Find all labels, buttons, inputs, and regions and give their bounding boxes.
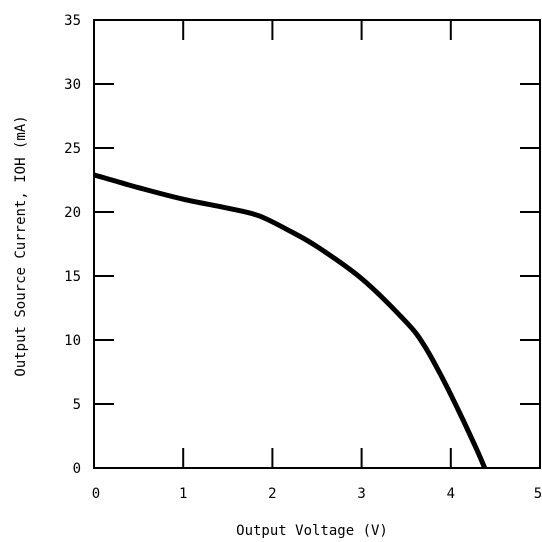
y-tick-label-7: 35 bbox=[64, 13, 81, 29]
x-axis-label: Output Voltage (V) bbox=[236, 523, 388, 539]
y-tick-label-3: 15 bbox=[64, 269, 81, 285]
y-tick-label-5: 25 bbox=[64, 141, 81, 157]
y-tick-label-2: 10 bbox=[64, 333, 81, 349]
x-tick-label-0: 0 bbox=[92, 486, 100, 502]
x-tick-label-5: 5 bbox=[534, 486, 542, 502]
series-line-ioh bbox=[93, 172, 488, 469]
y-tick-label-6: 30 bbox=[64, 77, 81, 93]
x-tick-label-1: 1 bbox=[179, 486, 187, 502]
y-tick-label-0: 0 bbox=[73, 461, 81, 477]
x-tick-label-3: 3 bbox=[357, 486, 365, 502]
y-tick-label-4: 20 bbox=[64, 205, 81, 221]
y-axis-ticks: 0 5 10 15 20 25 30 35 bbox=[64, 13, 540, 477]
y-axis-label: Output Source Current, IOH (mA) bbox=[13, 115, 29, 376]
x-tick-label-4: 4 bbox=[447, 486, 455, 502]
y-tick-label-1: 5 bbox=[73, 397, 81, 413]
plot-frame bbox=[93, 19, 541, 469]
x-tick-label-2: 2 bbox=[268, 486, 276, 502]
x-axis-ticks: 0 1 2 3 4 5 bbox=[92, 20, 542, 502]
